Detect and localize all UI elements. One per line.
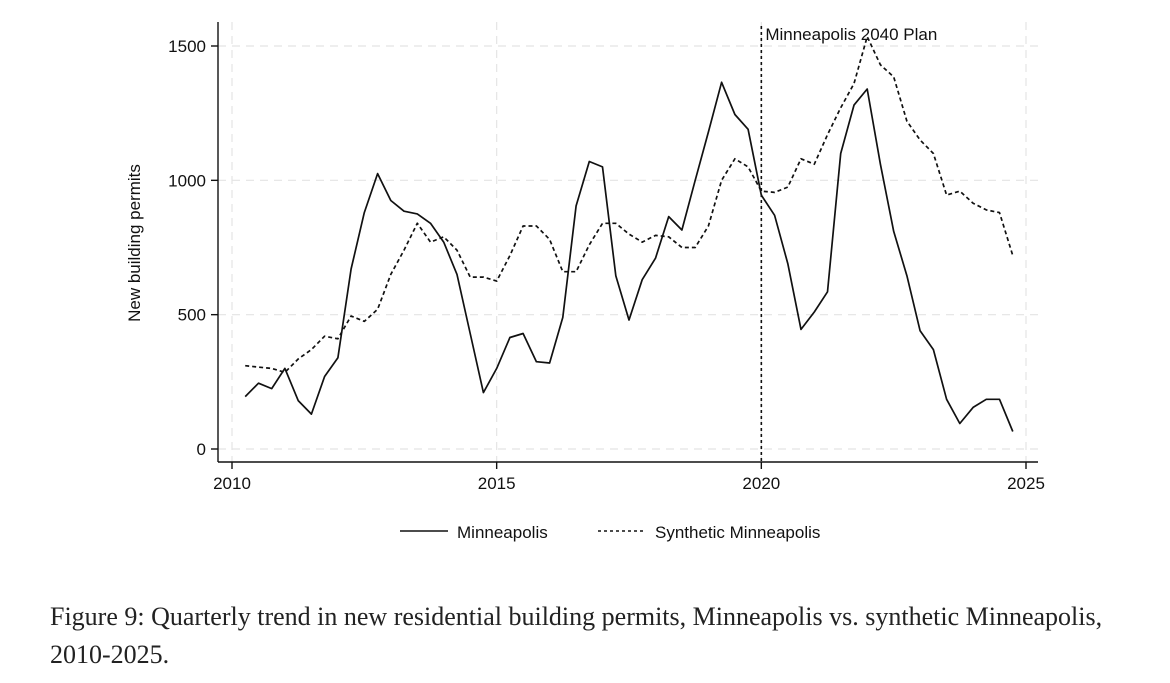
legend-label-synthetic-minneapolis: Synthetic Minneapolis [655,523,820,542]
x-ticks: 2010 2015 2020 2025 [213,462,1045,493]
intervention-label: Minneapolis 2040 Plan [765,25,937,44]
series-group [244,35,1014,432]
x-tick-label: 2025 [1007,474,1045,493]
intervention-line-group: Minneapolis 2040 Plan [760,25,937,462]
grid [218,22,1038,462]
y-ticks: 0 500 1000 1500 [168,37,218,459]
figure-caption: Figure 9: Quarterly trend in new residen… [50,602,1103,669]
series-line-synthetic-minneapolis [245,35,1014,374]
y-tick-label: 500 [178,306,206,325]
y-tick-label: 0 [197,440,206,459]
x-tick-label: 2010 [213,474,251,493]
y-tick-label: 1000 [168,171,206,190]
x-tick-label: 2020 [742,474,780,493]
y-tick-label: 1500 [168,37,206,56]
legend-label-minneapolis: Minneapolis [457,523,548,542]
legend: Minneapolis Synthetic Minneapolis [400,523,820,542]
series-line-minneapolis [244,81,1014,432]
axes [217,22,1038,463]
chart: Minneapolis 2040 Plan 2010 2015 2020 2025 0… [125,22,1045,542]
x-tick-label: 2015 [478,474,516,493]
y-axis-label: New building permits [125,164,144,322]
